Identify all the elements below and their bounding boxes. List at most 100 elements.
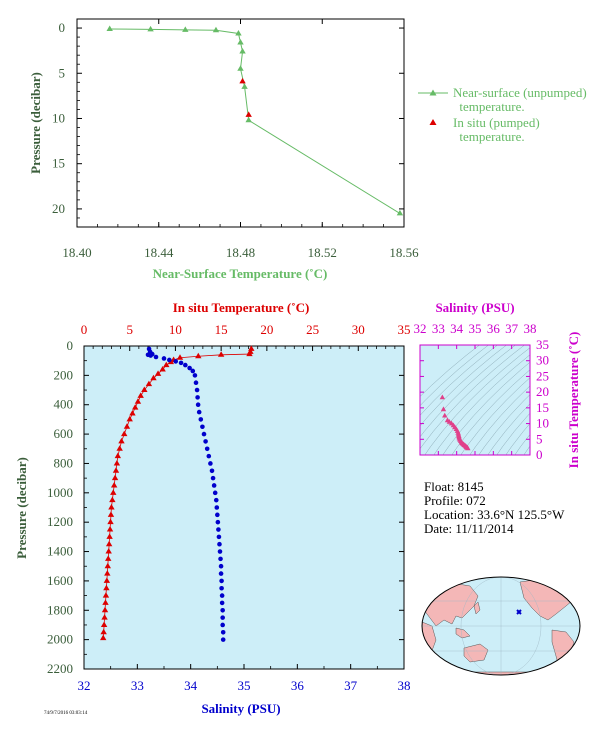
temperature-tick-label: 0 — [81, 322, 88, 337]
salinity-tick-label: 36 — [291, 678, 305, 693]
salinity-point — [218, 571, 224, 576]
temperature-point — [195, 352, 202, 359]
pressure-tick-label: 2200 — [47, 661, 73, 676]
salinity-point — [190, 368, 196, 374]
salinity-point — [201, 431, 207, 437]
near-surface-point — [237, 39, 244, 45]
ts-salinity-tick-label: 32 — [414, 321, 427, 336]
temperature-point — [102, 592, 110, 598]
salinity-point — [220, 629, 226, 635]
ts-salinity-tick-label: 34 — [450, 321, 464, 336]
near-surface-point — [239, 48, 246, 54]
temperature-point — [103, 584, 110, 591]
temperature-point — [107, 511, 115, 517]
temperature-point — [113, 459, 121, 466]
near-surface-point — [235, 29, 242, 36]
near-surface-y-tick-label: 0 — [59, 20, 66, 35]
pressure-tick-label: 1000 — [47, 485, 73, 500]
near-surface-point — [237, 65, 244, 71]
legend-item-near-surface: Near-surface (unpumped) temperature. — [418, 85, 587, 114]
temperature-point — [109, 496, 116, 503]
in-situ-point — [239, 77, 246, 84]
temperature-point — [126, 415, 133, 422]
temperature-point — [102, 599, 109, 605]
near-surface-y-tick-label: 20 — [52, 201, 65, 216]
salinity-point — [218, 556, 223, 562]
ts-temperature-tick-label: 25 — [536, 368, 549, 383]
temperature-point — [105, 555, 112, 561]
temperature-point — [110, 481, 118, 488]
salinity-point — [209, 468, 215, 474]
temperature-point — [106, 533, 113, 539]
ts-salinity-label: Salinity (PSU) — [435, 300, 514, 315]
profile-y-axis-label: Pressure (decibar) — [14, 457, 29, 559]
near-surface-plot-area — [76, 18, 405, 228]
temperature-point — [105, 548, 112, 554]
near-surface-point — [212, 26, 220, 33]
profile-plot-area — [83, 345, 405, 670]
salinity-point — [203, 439, 208, 444]
salinity-point — [200, 424, 205, 430]
temperature-point — [150, 374, 157, 381]
ts-salinity-tick-label: 36 — [487, 321, 501, 336]
salinity-tick-label: 37 — [344, 678, 358, 693]
salinity-point — [192, 373, 198, 378]
salinity-tick-label: 34 — [184, 678, 198, 693]
salinity-tick-label: 33 — [131, 678, 144, 693]
ts-point — [465, 445, 471, 451]
salinity-point — [217, 549, 223, 554]
float-location-marker — [516, 609, 522, 615]
near-surface-x-tick-label: 18.52 — [308, 245, 337, 260]
salinity-point — [198, 417, 204, 422]
ts-temperature-tick-label: 20 — [536, 384, 549, 399]
temperature-point — [100, 621, 108, 627]
pressure-tick-label: 1200 — [47, 514, 73, 529]
near-surface-x-tick-label: 18.56 — [389, 245, 419, 260]
ts-temperature-tick-label: 30 — [536, 353, 549, 368]
profile-date: Date: 11/11/2014 — [424, 521, 514, 536]
near-surface-y-tick-label: 15 — [52, 156, 65, 171]
temperature-point — [114, 452, 122, 459]
near-surface-line — [109, 28, 401, 214]
ts-point — [440, 406, 447, 412]
temperature-point — [123, 423, 131, 429]
salinity-point — [211, 483, 217, 488]
near-surface-x-tick-label: 18.48 — [226, 245, 255, 260]
salinity-point — [153, 354, 159, 360]
near-surface-x-axis-label: Near-Surface Temperature (˚C) — [153, 266, 328, 281]
legend-label-in-situ-1: In situ (pumped) — [453, 115, 540, 130]
salinity-point — [167, 357, 172, 363]
temperature-point — [132, 404, 139, 410]
salinity-point — [219, 585, 224, 591]
salinity-point — [220, 607, 225, 613]
near-surface-point — [245, 116, 252, 123]
salinity-point — [220, 615, 225, 620]
salinity-point — [148, 353, 153, 358]
pressure-tick-label: 1600 — [47, 573, 73, 588]
temperature-point — [107, 518, 114, 525]
salinity-point — [178, 360, 184, 366]
salinity-point — [219, 600, 225, 606]
near-surface-point — [182, 26, 189, 32]
salinity-point — [216, 534, 222, 540]
salinity-point — [215, 519, 221, 525]
pressure-tick-label: 600 — [54, 426, 74, 441]
temperature-point — [100, 628, 107, 635]
world-map — [421, 576, 581, 676]
temperature-point — [104, 570, 111, 576]
ts-temperature-label: In situ Temperature (˚C) — [566, 332, 581, 469]
ts-temperature-tick-label: 35 — [536, 337, 549, 352]
ts-salinity-tick-label: 35 — [469, 321, 482, 336]
salinity-point — [161, 356, 167, 361]
salinity-point — [219, 593, 225, 598]
salinity-point — [195, 395, 200, 400]
ts-temperature-tick-label: 5 — [536, 431, 543, 446]
salinity-point — [210, 475, 216, 481]
salinity-point — [220, 622, 225, 628]
temperature-point — [176, 354, 184, 360]
temperature-point — [100, 634, 107, 641]
temperature-tick-label: 5 — [126, 322, 133, 337]
in-situ-point — [245, 111, 252, 117]
salinity-tick-label: 38 — [398, 678, 411, 693]
salinity-tick-label: 32 — [78, 678, 91, 693]
